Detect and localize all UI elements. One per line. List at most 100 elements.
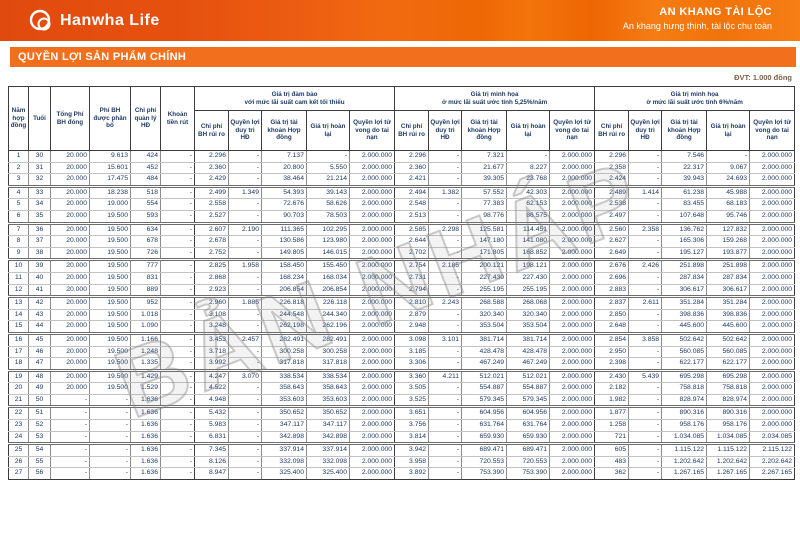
table-cell: 831: [130, 272, 161, 285]
table-cell: 7.137: [261, 150, 307, 163]
table-cell: 2.358: [594, 162, 630, 175]
table-cell: 2.000.000: [749, 370, 796, 384]
table-cell: -: [428, 210, 463, 225]
table-cell: 251.898: [706, 259, 751, 273]
table-cell: 20.000: [50, 296, 90, 310]
table-cell: 3.814: [394, 431, 430, 446]
table-cell: 622.177: [706, 357, 751, 372]
table-cell: 72.676: [261, 198, 307, 211]
table-cell: 381.714: [461, 333, 508, 347]
table-cell: -: [628, 382, 663, 395]
table-cell: 2.560: [594, 223, 630, 237]
table-cell: 2.000.000: [749, 198, 796, 211]
table-cell: 11: [8, 272, 29, 285]
table-cell: 54.393: [261, 186, 307, 200]
table-cell: 1.885: [228, 296, 262, 310]
table-cell: 381.714: [506, 333, 551, 347]
table-cell: 720.553: [506, 456, 551, 469]
table-cell: 262.196: [306, 320, 350, 335]
table-cell: 2.360: [394, 162, 430, 175]
table-cell: 2.499: [194, 186, 229, 200]
table-cell: -: [628, 419, 663, 432]
table-cell: 2.585: [394, 223, 430, 237]
table-cell: -: [628, 272, 663, 285]
table-cell: 428.478: [461, 346, 508, 359]
table-cell: 1.636: [130, 456, 161, 469]
table-cell: -: [428, 284, 463, 299]
table-cell: 2.296: [194, 150, 229, 163]
table-cell: 4.211: [428, 370, 463, 384]
table-cell: 42: [28, 296, 51, 310]
table-cell: 20.000: [50, 223, 90, 237]
table-cell: 2.000.000: [348, 467, 396, 481]
table-cell: 2.267.165: [749, 467, 796, 481]
table-cell: 61.238: [661, 186, 708, 200]
table-cell: 20.000: [50, 235, 90, 248]
table-cell: 2.296: [394, 150, 430, 163]
table-cell: 147.180: [461, 235, 508, 248]
table-cell: 518: [130, 186, 161, 200]
table-cell: 19.500: [89, 370, 131, 384]
column-header: Tuổi: [28, 86, 51, 151]
table-cell: 2.424: [594, 173, 630, 188]
table-cell: 350.652: [306, 406, 350, 421]
table-cell: 2.948: [394, 320, 430, 335]
table-cell: 2.489: [594, 186, 630, 200]
sub-column-header: Quyền lợi duy trì HĐ: [428, 110, 463, 151]
table-cell: 78.503: [306, 210, 350, 225]
table-cell: 1.982: [594, 394, 630, 409]
table-cell: 45.988: [706, 186, 751, 200]
table-row: 5 34 20.000 19.000 554-2.558-72.676 58.626 2.0…: [8, 198, 796, 211]
table-cell: -: [628, 210, 663, 225]
table-cell: 2.000.000: [348, 370, 396, 384]
table-cell: 351.284: [706, 296, 751, 310]
table-cell: 19.000: [89, 198, 131, 211]
brand-banner: Hanwha Life AN KHANG TÀI LỘC An khang hư…: [0, 0, 800, 41]
table-cell: 19.500: [89, 333, 131, 347]
table-cell: 40: [28, 272, 51, 285]
table-cell: 1.335: [130, 357, 161, 372]
table-cell: -: [50, 443, 90, 457]
table-cell: 2.000.000: [348, 443, 396, 457]
table-cell: 1.034.085: [661, 431, 708, 446]
table-cell: 3.248: [194, 320, 229, 335]
table-cell: -: [50, 394, 90, 409]
table-cell: 342.898: [306, 431, 350, 446]
table-cell: 4: [8, 186, 29, 200]
table-cell: 2.850: [594, 309, 630, 322]
table-cell: 2.000.000: [749, 259, 796, 273]
table-cell: 890.316: [661, 406, 708, 421]
table-cell: 2.000.000: [549, 357, 596, 372]
table-cell: 554.887: [461, 382, 508, 395]
table-cell: 560.085: [706, 346, 751, 359]
table-cell: 689.471: [506, 443, 551, 457]
product-header: AN KHANG TÀI LỘC An khang hưng thịnh, tà…: [623, 6, 772, 31]
table-cell: 5.983: [194, 419, 229, 432]
table-cell: 2.558: [194, 198, 229, 211]
table-row: 7 36 20.000 19.500 634-2.607 2.190 111.365 102.…: [8, 223, 796, 237]
table-cell: -: [628, 431, 663, 446]
table-row: 14 43 20.000 19.500 1.018-3.108-244.548 244.3…: [8, 309, 796, 322]
table-cell: -: [228, 419, 262, 432]
table-cell: 2.000.000: [348, 186, 396, 200]
table-cell: 20.800: [261, 162, 307, 175]
sub-column-header: Giá trị tài khoản Hợp đồng: [461, 110, 508, 151]
table-cell: 579.345: [461, 394, 508, 409]
table-cell: -: [50, 467, 90, 481]
table-cell: 2.000.000: [549, 223, 596, 237]
table-cell: 20.000: [50, 333, 90, 347]
table-cell: 19.500: [89, 296, 131, 310]
table-cell: 20.000: [50, 247, 90, 262]
table-cell: 8.126: [194, 456, 229, 469]
table-cell: 1.349: [228, 186, 262, 200]
table-cell: 20.000: [50, 186, 90, 200]
table-cell: 226.118: [306, 296, 350, 310]
table-cell: 44: [28, 320, 51, 335]
table-cell: 57.552: [461, 186, 508, 200]
table-cell: 20.000: [50, 346, 90, 359]
table-cell: -: [628, 309, 663, 322]
table-cell: 38: [28, 247, 51, 262]
table-cell: 98.776: [461, 210, 508, 225]
table-cell: -: [628, 235, 663, 248]
table-row: 3 32 20.000 17.475 484-2.429-38.464 21.214 2.0…: [8, 173, 796, 188]
